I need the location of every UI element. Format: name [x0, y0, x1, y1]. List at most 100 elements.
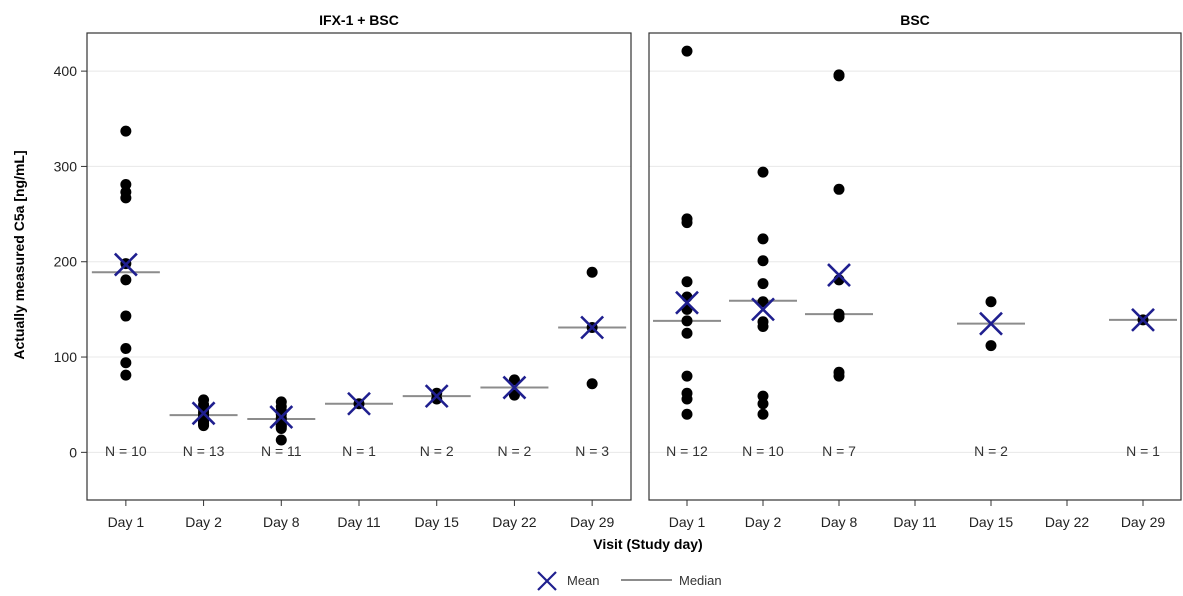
- mean-marker-stroke: [675, 290, 699, 315]
- x-axis-label: Visit (Study day): [593, 536, 702, 552]
- data-point: [681, 393, 693, 405]
- y-tick-label: 300: [54, 158, 78, 174]
- data-point: [681, 370, 693, 382]
- data-point: [833, 311, 845, 323]
- x-tick-label: Day 11: [337, 514, 381, 530]
- data-point: [431, 393, 443, 405]
- y-tick-label: 200: [54, 254, 78, 270]
- n-label: N = 7: [822, 443, 856, 459]
- mean-marker: [191, 401, 216, 426]
- data-point: [757, 233, 769, 245]
- n-label: N = 12: [666, 443, 708, 459]
- n-label: N = 2: [420, 443, 454, 459]
- mean-marker: [675, 290, 699, 315]
- data-point: [757, 408, 769, 420]
- n-label: N = 3: [575, 443, 609, 459]
- y-tick-label: 100: [54, 349, 78, 365]
- panel-title: IFX-1 + BSC: [319, 12, 399, 28]
- mean-marker-stroke: [347, 391, 371, 416]
- mean-marker-stroke: [580, 315, 605, 340]
- mean-marker-stroke: [269, 405, 294, 430]
- data-point: [120, 310, 132, 322]
- n-label: N = 10: [742, 443, 784, 459]
- data-point: [198, 420, 210, 432]
- data-point: [757, 390, 769, 402]
- x-tick-label: Day 2: [745, 514, 782, 530]
- data-point: [120, 179, 132, 191]
- mean-marker-stroke: [113, 252, 138, 277]
- data-point: [120, 342, 132, 354]
- data-point: [120, 274, 132, 286]
- n-label: N = 13: [183, 443, 225, 459]
- n-label: N = 11: [261, 443, 302, 459]
- data-point: [508, 389, 520, 401]
- data-point: [681, 408, 693, 420]
- mean-marker: [827, 263, 851, 287]
- data-point: [275, 434, 287, 446]
- x-tick-label: Day 8: [263, 514, 300, 530]
- x-tick-label: Day 1: [669, 514, 706, 530]
- data-point: [833, 370, 845, 382]
- data-point: [120, 125, 132, 137]
- x-tick-label: Day 11: [893, 514, 937, 530]
- data-point: [681, 276, 693, 288]
- panel-title: BSC: [900, 12, 930, 28]
- mean-marker: [502, 375, 527, 400]
- data-point: [681, 45, 693, 57]
- n-label: N = 2: [974, 443, 1008, 459]
- mean-marker: [979, 311, 1003, 336]
- mean-marker: [347, 391, 371, 416]
- data-point: [120, 369, 132, 381]
- data-point: [681, 291, 693, 303]
- mean-marker-stroke: [424, 384, 449, 409]
- x-tick-label: Day 22: [1045, 514, 1090, 530]
- x-tick-label: Day 15: [415, 514, 460, 530]
- n-label: N = 1: [342, 443, 376, 459]
- mean-marker: [113, 252, 138, 277]
- mean-marker: [580, 315, 605, 340]
- y-tick-label: 400: [54, 63, 78, 79]
- x-tick-label: Day 22: [492, 514, 537, 530]
- x-tick-label: Day 29: [1121, 514, 1166, 530]
- data-point: [757, 321, 769, 333]
- n-label: N = 2: [497, 443, 531, 459]
- data-point: [833, 70, 845, 82]
- legend-mean-label: Mean: [567, 573, 600, 588]
- data-point: [681, 327, 693, 339]
- data-point: [985, 340, 997, 352]
- x-tick-label: Day 1: [108, 514, 145, 530]
- data-point: [833, 183, 845, 195]
- y-tick-label: 0: [69, 444, 77, 460]
- data-point: [757, 296, 769, 308]
- x-tick-label: Day 8: [821, 514, 858, 530]
- x-tick-label: Day 29: [570, 514, 615, 530]
- legend: Mean Median: [537, 571, 722, 591]
- data-point: [757, 278, 769, 290]
- data-point: [508, 374, 520, 386]
- data-point: [757, 398, 769, 410]
- mean-marker: [424, 384, 449, 409]
- mean-marker: [751, 297, 775, 322]
- mean-marker-stroke: [827, 263, 851, 287]
- legend-mean-marker: [537, 571, 557, 591]
- data-point: [681, 315, 693, 327]
- y-axis-label: Actually measured C5a [ng/mL]: [11, 150, 27, 359]
- mean-marker-stroke: [1131, 307, 1155, 332]
- n-label: N = 1: [1126, 443, 1160, 459]
- x-tick-label: Day 2: [185, 514, 222, 530]
- data-point: [586, 266, 598, 278]
- mean-marker-stroke: [751, 297, 775, 322]
- panel-frame: [648, 32, 1182, 501]
- data-point: [681, 217, 693, 229]
- data-point: [586, 378, 598, 390]
- panel-frame: [86, 32, 632, 501]
- mean-marker-stroke: [191, 401, 216, 426]
- mean-marker-stroke: [502, 375, 527, 400]
- mean-marker-stroke: [979, 311, 1003, 336]
- x-tick-label: Day 15: [969, 514, 1014, 530]
- data-point: [120, 192, 132, 204]
- mean-marker: [269, 405, 294, 430]
- n-label: N = 10: [105, 443, 147, 459]
- data-point: [120, 357, 132, 369]
